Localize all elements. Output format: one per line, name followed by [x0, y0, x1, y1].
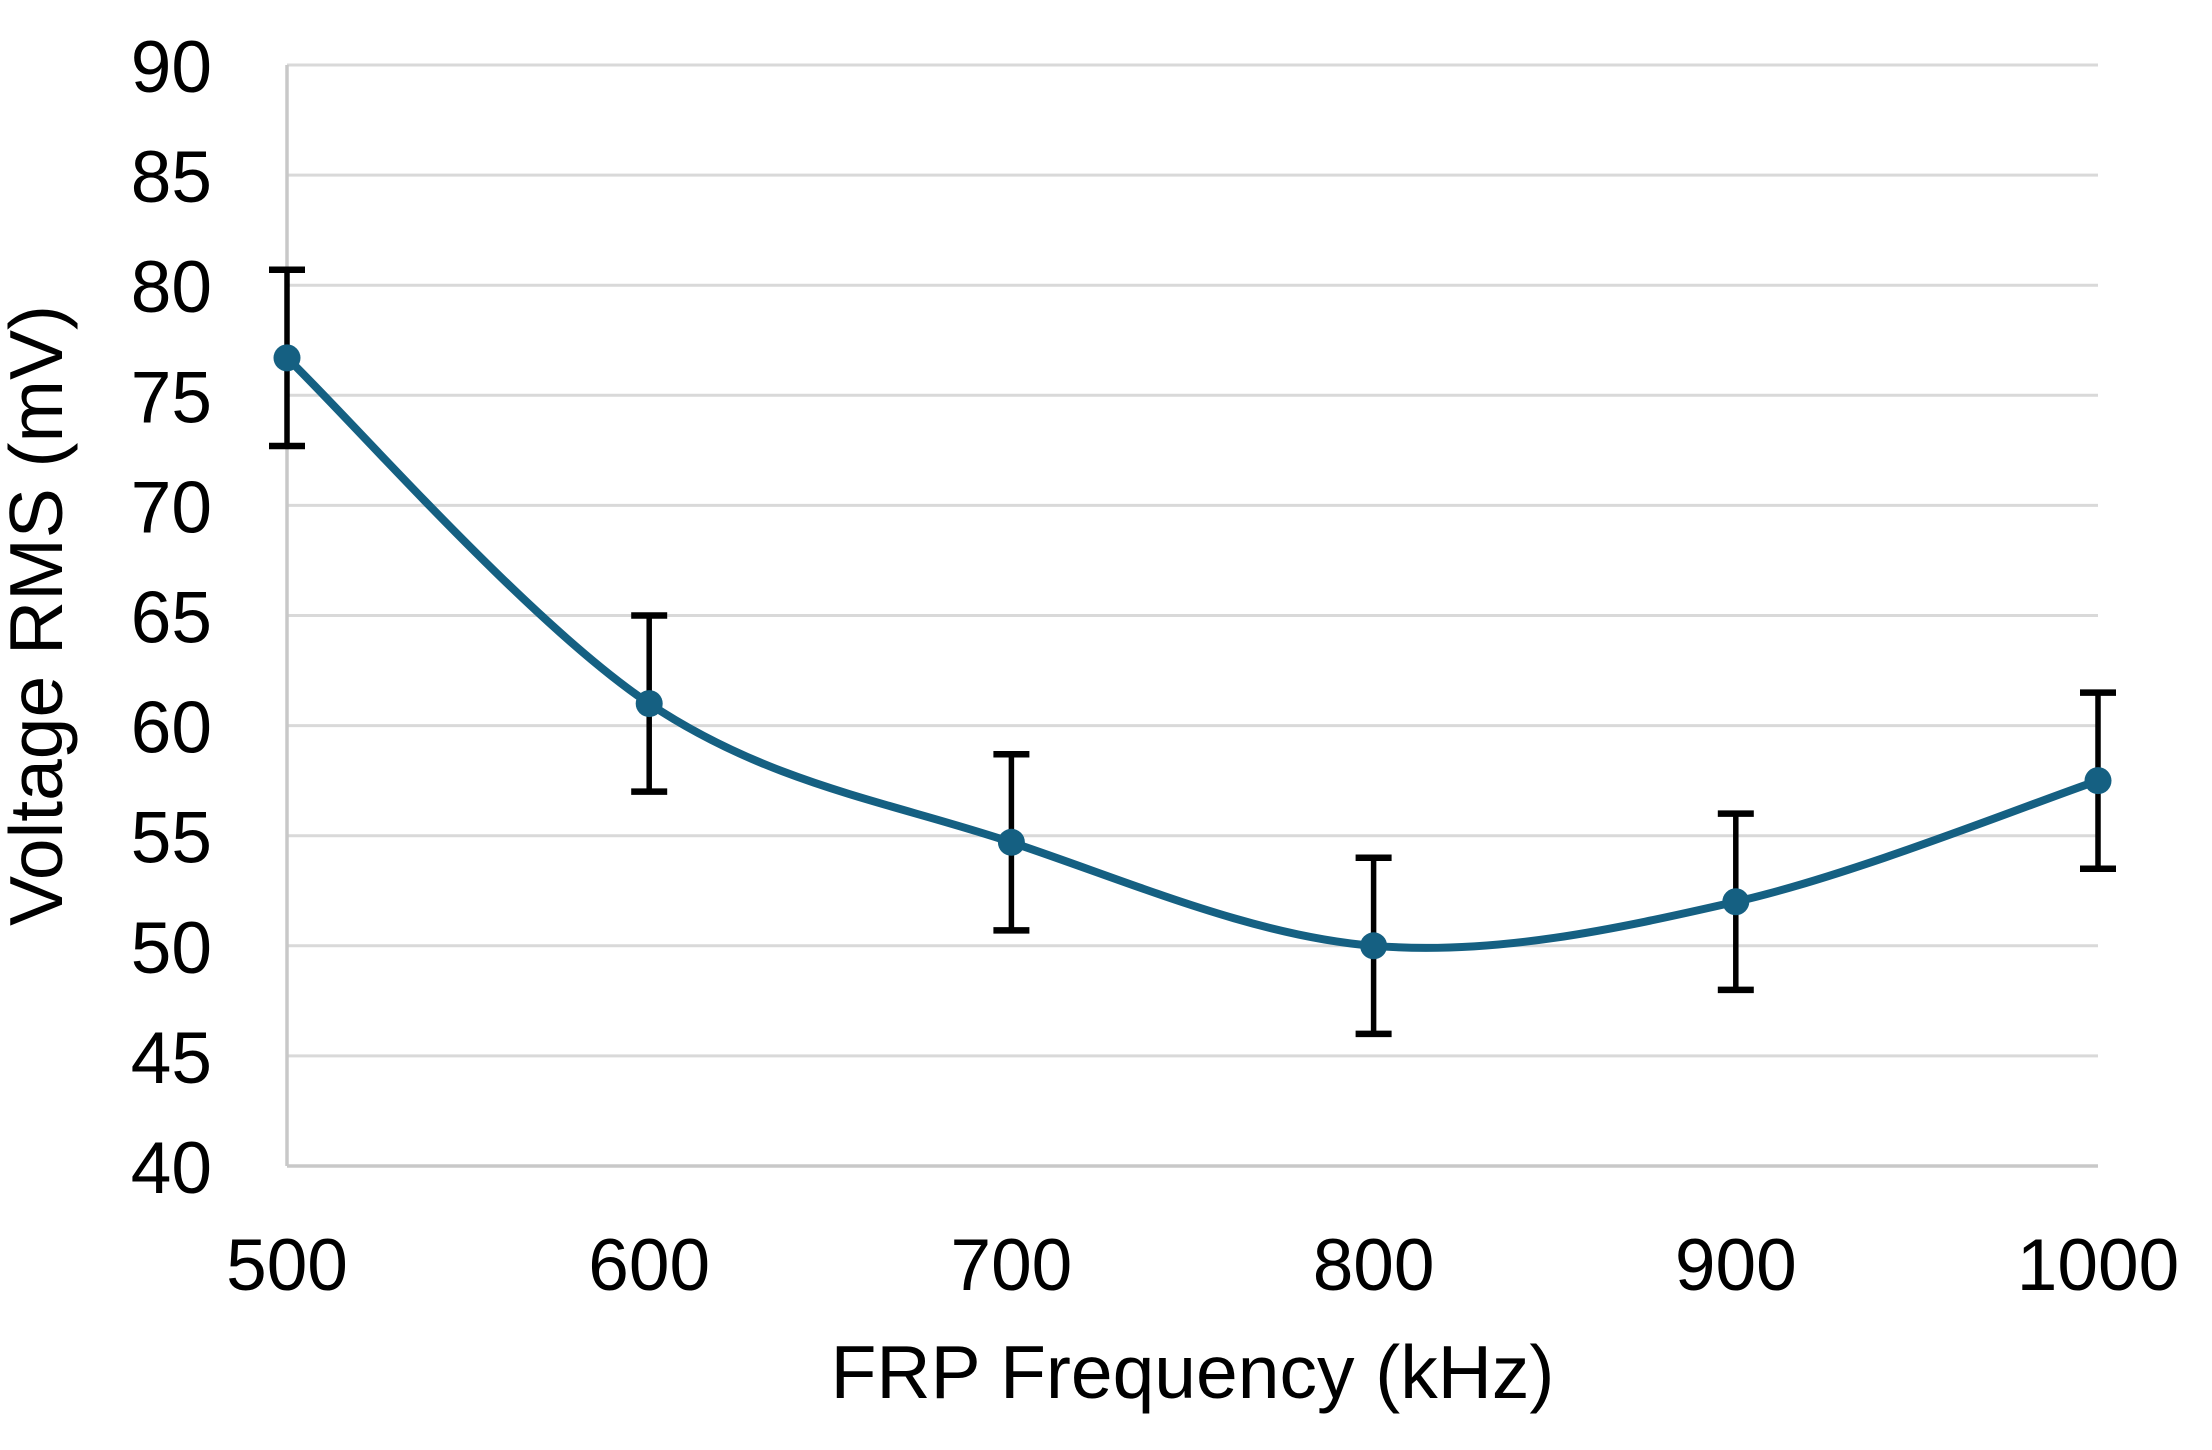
axis-lines: [285, 65, 2098, 1168]
y-tick-label: 90: [131, 27, 212, 108]
data-point: [1722, 888, 1750, 916]
y-tick-label: 60: [131, 688, 212, 769]
data-point: [997, 828, 1025, 856]
error-bars: [269, 266, 2116, 1038]
data-point: [273, 344, 301, 372]
y-tick-label: 40: [131, 1128, 212, 1209]
x-tick-label: 900: [1675, 1225, 1797, 1306]
x-axis-tick-labels: 500 600 700 800 900 1000: [226, 1225, 2179, 1306]
x-tick-label: 700: [950, 1225, 1072, 1306]
y-tick-label: 80: [131, 247, 212, 328]
data-point-markers: [273, 344, 2112, 960]
y-tick-label: 55: [131, 798, 212, 879]
y-tick-label: 45: [131, 1018, 212, 1099]
series-curve: [283, 353, 2102, 952]
x-tick-label: 800: [1313, 1225, 1435, 1306]
x-tick-label: 600: [588, 1225, 710, 1306]
data-point: [1360, 932, 1388, 960]
data-line: [283, 353, 2102, 952]
x-axis-title: FRP Frequency (kHz): [831, 1330, 1555, 1414]
y-axis-title: Voltage RMS (mV): [0, 305, 78, 926]
data-point: [635, 690, 663, 718]
x-tick-label: 1000: [2017, 1225, 2179, 1306]
y-axis-tick-labels: 40 45 50 55 60 65 70 75 80 85 90: [131, 27, 212, 1209]
y-tick-label: 85: [131, 137, 212, 218]
y-tick-label: 70: [131, 467, 212, 548]
data-point: [2084, 767, 2112, 795]
y-tick-label: 50: [131, 908, 212, 989]
y-tick-label: 65: [131, 578, 212, 659]
y-tick-label: 75: [131, 357, 212, 438]
x-tick-label: 500: [226, 1225, 348, 1306]
gridlines: [287, 63, 2098, 1058]
